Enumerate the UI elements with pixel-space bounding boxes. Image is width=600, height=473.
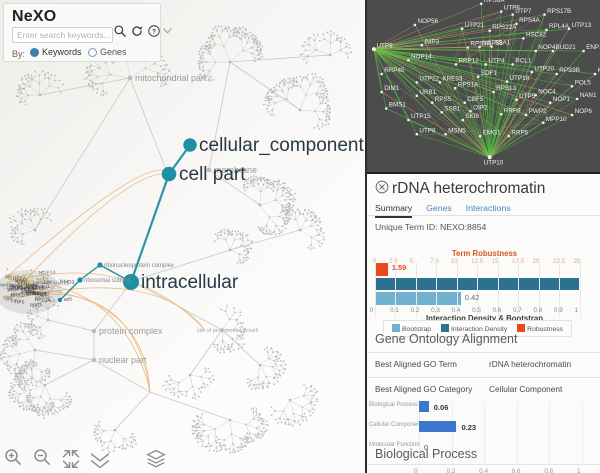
svg-text:RPS5: RPS5 [435,96,452,103]
svg-text:UTP18: UTP18 [510,75,530,82]
svg-text:CBF5: CBF5 [467,96,484,103]
svg-text:NAN1: NAN1 [580,92,597,99]
svg-text:IMP3: IMP3 [424,38,439,45]
svg-text:ribonucleoprotein complex: ribonucleoprotein complex [104,263,174,269]
svg-text:UTP9: UTP9 [377,42,394,49]
svg-text:RPS4A: RPS4A [519,17,540,24]
svg-text:UTP8: UTP8 [419,127,436,134]
svg-text:NOP56: NOP56 [418,18,439,25]
svg-text:40S: 40S [5,297,13,302]
svg-text:60S: 60S [64,296,72,302]
svg-text:MSN5: MSN5 [448,127,466,134]
svg-text:NOP14: NOP14 [411,53,432,60]
svg-text:NOP1: NOP1 [553,96,571,103]
svg-text:UTP22: UTP22 [419,76,439,83]
svg-text:UTP13: UTP13 [572,22,592,29]
svg-text:ribosomal subunit: ribosomal subunit [84,278,131,284]
svg-text:intracellular: intracellular [141,272,239,293]
svg-text:RPS1A: RPS1A [458,81,479,88]
svg-text:SSA1: SSA1 [494,40,511,47]
svg-text:cell part: cell part [179,164,246,185]
svg-text:cellular_component: cellular_component [199,135,364,156]
svg-text:RRP45: RRP45 [384,67,405,74]
svg-text:SDO1: SDO1 [36,277,50,284]
svg-text:NOG2: NOG2 [26,291,37,295]
svg-text:SSB1: SSB1 [444,106,461,113]
svg-text:RRP9: RRP9 [504,107,521,114]
svg-text:UTP15: UTP15 [411,113,431,120]
svg-text:UTP21: UTP21 [465,22,485,29]
svg-text:nuclear part: nuclear part [99,355,147,365]
svg-text:MPP10: MPP10 [546,116,567,123]
svg-text:NOP14: NOP14 [39,270,56,277]
svg-text:DBP10: DBP10 [42,285,55,291]
svg-text:BUD21: BUD21 [556,44,577,51]
svg-text:RPS8A: RPS8A [484,0,505,4]
svg-text:RRP5: RRP5 [511,129,528,136]
svg-text:UTP20: UTP20 [534,65,554,72]
svg-text:SKI6: SKI6 [465,113,479,120]
svg-text:SDF1: SDF1 [481,70,498,77]
svg-text:OIP2: OIP2 [473,104,488,111]
svg-text:UTP6: UTP6 [504,5,521,12]
svg-text:NOC4: NOC4 [538,88,556,95]
svg-text:POL5: POL5 [575,79,592,86]
svg-text:RPS9B: RPS9B [559,67,580,74]
svg-text:RPS13: RPS13 [496,85,516,92]
svg-text:DIM1: DIM1 [384,85,400,92]
svg-text:TIF6: TIF6 [14,299,25,306]
svg-text:RRP7: RRP7 [30,302,42,308]
svg-text:UTP10: UTP10 [484,160,504,167]
svg-text:ENP1: ENP1 [586,44,600,51]
svg-text:UTP5: UTP5 [519,93,536,100]
svg-text:mitochondrial part: mitochondrial part [135,73,207,83]
svg-text:RPL4A: RPL4A [549,23,570,30]
svg-text:BMS1: BMS1 [389,102,407,109]
svg-text:MAK21: MAK21 [53,281,69,287]
svg-text:NOP6: NOP6 [575,108,593,115]
svg-text:site of peroxisomal growth: site of peroxisomal growth [197,328,259,334]
svg-text:HSC82: HSC82 [526,32,547,39]
svg-text:RPS22A: RPS22A [492,24,517,31]
svg-text:RPS17B: RPS17B [547,8,571,15]
svg-text:UTP4: UTP4 [488,58,505,65]
svg-text:protein complex: protein complex [99,326,163,336]
svg-text:?: ? [152,29,156,36]
svg-text:RCL1: RCL1 [515,58,532,65]
svg-text:RRP12: RRP12 [459,58,480,65]
svg-text:EMG1: EMG1 [483,129,501,136]
svg-text:PWP2: PWP2 [529,108,547,115]
